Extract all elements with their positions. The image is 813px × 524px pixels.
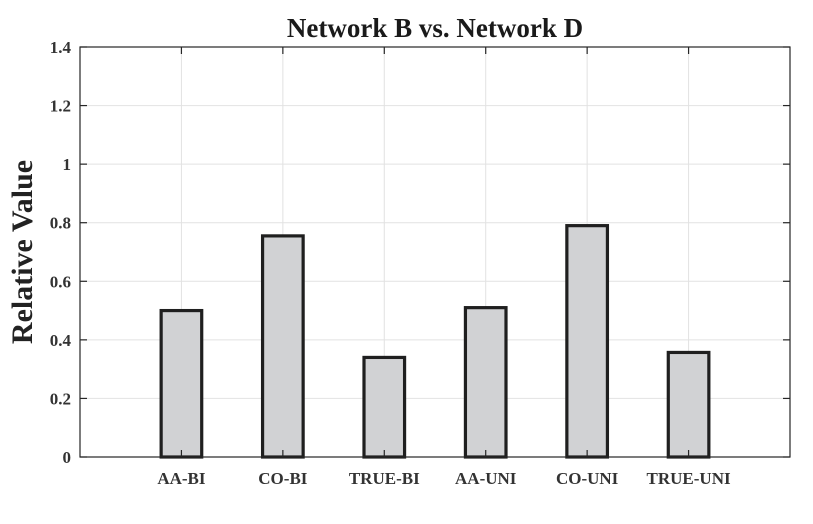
x-tick-label: AA-UNI <box>455 469 517 488</box>
bar-co-uni <box>565 224 610 459</box>
x-tick-labels: AA-BI CO-BI TRUE-BI AA-UNI CO-UNI TRUE-UNI <box>157 469 731 488</box>
bar-aa-uni <box>463 306 508 459</box>
y-tick-label: 1.2 <box>50 97 71 116</box>
y-tick-label: 0 <box>63 448 72 467</box>
plot-frame <box>79 46 791 458</box>
y-tick-label: 0.6 <box>50 272 71 291</box>
axis-ticks <box>80 46 790 458</box>
y-tick-labels: 0 0.2 0.4 0.6 0.8 1 1.2 1.4 <box>50 38 72 467</box>
y-axis-label: Relative Value <box>6 160 39 344</box>
y-tick-label: 0.2 <box>50 389 71 408</box>
x-tick-label: TRUE-UNI <box>647 469 731 488</box>
y-tick-label: 0.4 <box>50 331 72 350</box>
y-tick-label: 0.8 <box>50 214 71 233</box>
bar-aa-bi <box>159 308 204 459</box>
chart-title: Network B vs. Network D <box>287 13 583 43</box>
bar-true-bi <box>362 355 407 459</box>
y-tick-label: 1 <box>63 155 72 174</box>
bar-true-uni <box>666 350 711 459</box>
y-tick-label: 1.4 <box>50 38 72 57</box>
x-tick-label: CO-UNI <box>556 469 619 488</box>
x-tick-label: TRUE-BI <box>349 469 420 488</box>
bars <box>159 224 711 459</box>
x-tick-label: AA-BI <box>157 469 206 488</box>
x-tick-label: CO-BI <box>258 469 308 488</box>
bar-co-bi <box>260 234 305 459</box>
